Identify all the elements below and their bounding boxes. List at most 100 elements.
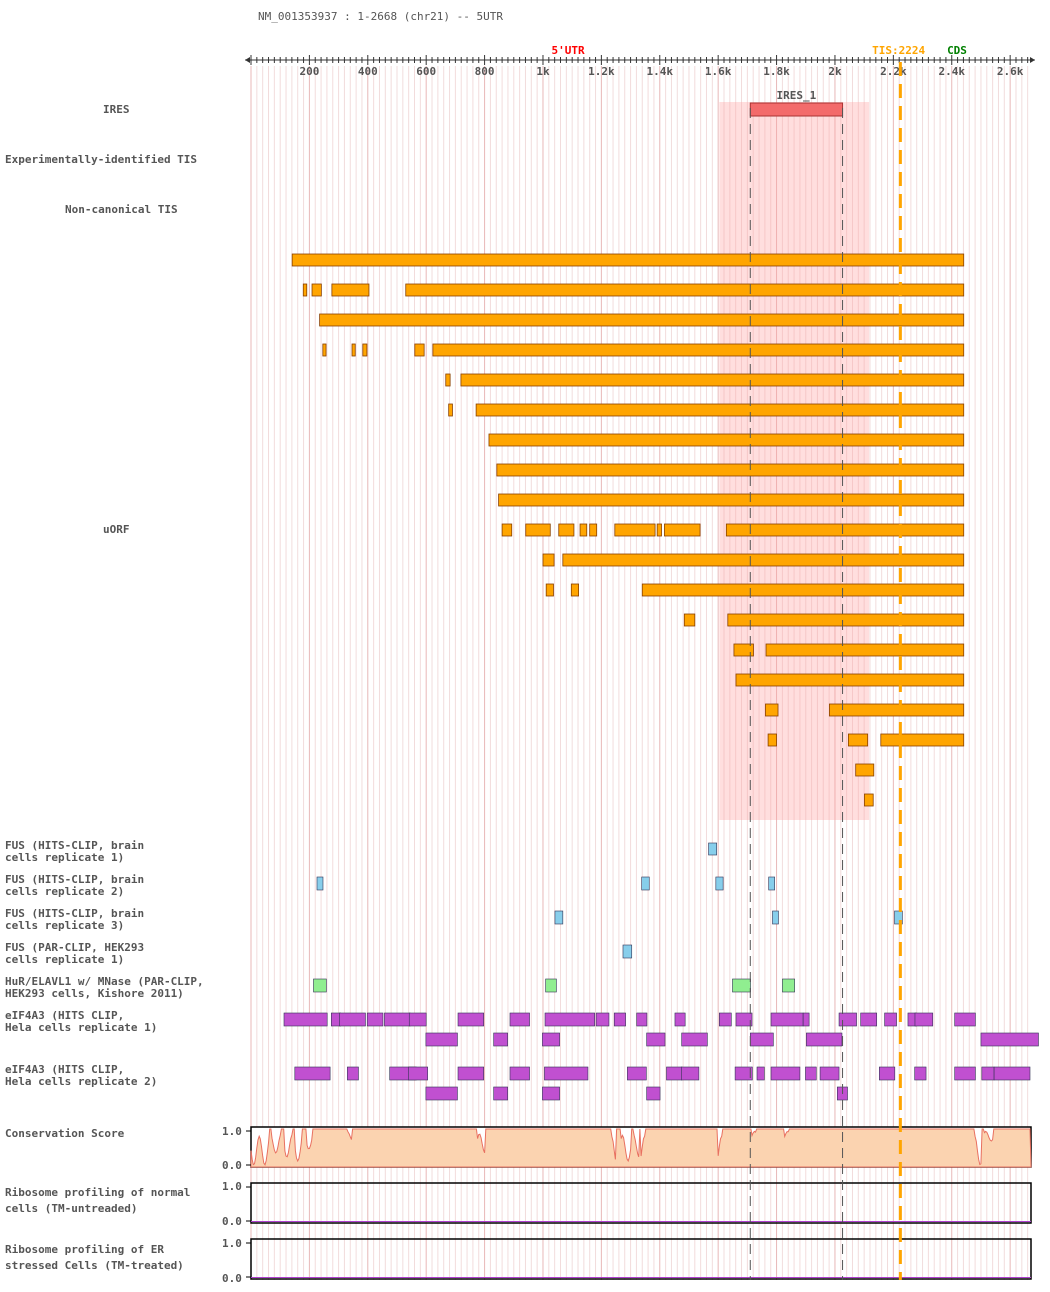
axis-tick-label: 600 (416, 65, 436, 78)
eif4a3-rep1-row1-site (636, 1012, 648, 1027)
eif4a3-rep2-row1-site (509, 1066, 530, 1081)
axis-tick-label: 400 (358, 65, 378, 78)
eif4a3-rep1-row1-site (954, 1012, 976, 1027)
eif4a3-rep2-row1-site (544, 1066, 589, 1081)
fus-rep3-site (894, 910, 903, 925)
eif4a3-rep1-row1-site (384, 1012, 411, 1027)
axis-tick-label: 1.6k (705, 65, 732, 78)
uorf-segment (562, 553, 965, 567)
axis-tick-label: 200 (299, 65, 319, 78)
track-label-exp-tis: Experimentally-identified TIS (5, 153, 198, 166)
uorf-segment (501, 523, 513, 537)
eif4a3-rep1-row1-site (408, 1012, 427, 1027)
eif4a3-rep2-row1-site (294, 1066, 331, 1081)
eif4a3-rep1-row1-site (719, 1012, 732, 1027)
eif4a3-rep2-row1-site (770, 1066, 801, 1081)
uorf-segment (445, 373, 451, 387)
eif4a3-rep1-row1-site (860, 1012, 878, 1027)
eif4a3-rep1-row1-site (544, 1012, 595, 1027)
eif4a3-rep1-row1-site (595, 1012, 610, 1027)
eif4a3-rep2-row1-site (914, 1066, 927, 1081)
eif4a3-rep1-row2-track (425, 1032, 1039, 1047)
eif4a3-rep1-row2-site (425, 1032, 458, 1047)
fus-parclip-site (622, 944, 633, 959)
axis-tick-label: 2.4k (938, 65, 965, 78)
cons-y-top-label: 1.0 (222, 1125, 242, 1138)
uorf-segment (291, 253, 965, 267)
track-label-fus-3: FUS (HITS-CLIP, brain cells replicate 3) (5, 907, 145, 932)
track-label-fus-2: FUS (HITS-CLIP, brain cells replicate 2) (5, 873, 145, 898)
track-label-fus-4: FUS (PAR-CLIP, HEK293 cells replicate 1) (5, 941, 145, 966)
eif4a3-rep1-row1-site (283, 1012, 328, 1027)
eif4a3-rep1-row1-site (339, 1012, 366, 1027)
eif4a3-rep2-row1-site (954, 1066, 976, 1081)
fus-rep2-site (715, 876, 724, 891)
uorf-segment (656, 523, 662, 537)
axis-tick-label: 1.2k (588, 65, 615, 78)
uorf-segment (767, 733, 777, 747)
eif4a3-rep2-row1-site (408, 1066, 428, 1081)
uorf-segment (405, 283, 965, 297)
track-label-fus-1: FUS (HITS-CLIP, brain cells replicate 1) (5, 839, 145, 864)
track-label-noncanonical-tis: Non-canonical TIS (65, 203, 178, 216)
ribo-normal-frame (250, 1182, 1032, 1224)
axis-tick-label: 2k (828, 65, 842, 78)
axis-tick-label: 2.6k (997, 65, 1024, 78)
uorf-segment (733, 643, 754, 657)
eif4a3-rep1-row1-site (366, 1012, 384, 1027)
uorf-segment (765, 643, 965, 657)
eif4a3-rep1-row2-site (749, 1032, 774, 1047)
uorf-segment (683, 613, 696, 627)
hur-site (313, 978, 327, 993)
uorf-segment (725, 523, 965, 537)
eif4a3-rep1-row1-site (770, 1012, 804, 1027)
uorf-segment (641, 583, 965, 597)
uorf-segment (448, 403, 453, 417)
hur-site (782, 978, 795, 993)
track-label-hur: HuR/ELAVL1 w/ MNase (PAR-CLIP, HEK293 ce… (5, 975, 204, 1000)
uorf-segment (727, 613, 965, 627)
axis-tick-label: 1k (536, 65, 550, 78)
eif4a3-rep2-row2-site (493, 1086, 508, 1101)
track-label-eif4a3-1: eIF4A3 (HITS CLIP, Hela cells replicate … (5, 1009, 158, 1034)
axis-left-arrow (245, 57, 250, 63)
utr-label: 5'UTR (552, 44, 585, 57)
eif4a3-rep1-row1-site (735, 1012, 753, 1027)
uorf-segment (589, 523, 598, 537)
fus-rep3-site (772, 910, 779, 925)
eif4a3-rep2-row2-site (646, 1086, 661, 1101)
axis-tick-label: 1.4k (647, 65, 674, 78)
fus-parclip-track (622, 944, 633, 959)
uorf-segment (432, 343, 965, 357)
uorf-segment (880, 733, 965, 747)
uorf-segment (579, 523, 588, 537)
fus-rep3-site (554, 910, 564, 925)
track-label-uorf: uORF (103, 523, 130, 536)
conservation-area (250, 1128, 1032, 1168)
eif4a3-rep1-row2-site (542, 1032, 560, 1047)
cds-label: CDS (947, 44, 967, 57)
uorf-segment (331, 283, 370, 297)
track-label-ribo-stressed: Ribosome profiling of ER stressed Cells … (5, 1243, 184, 1272)
fus-rep2-site (641, 876, 650, 891)
fus-rep3-track (554, 910, 903, 925)
eif4a3-rep2-row1-site (993, 1066, 1031, 1081)
uorf-segment (765, 703, 779, 717)
position-axis (245, 55, 1035, 65)
ires-feature-label: IRES_1 (777, 89, 817, 102)
uorf-segment (498, 493, 965, 507)
eif4a3-rep2-row1-site (756, 1066, 765, 1081)
uorf-segment (460, 373, 965, 387)
uorf-segment (414, 343, 425, 357)
hur-site (732, 978, 751, 993)
uorf-segment (542, 553, 555, 567)
ires-feature (749, 102, 844, 117)
uorf-segment (525, 523, 551, 537)
uorf-segment (302, 283, 308, 297)
uorf-segment (545, 583, 554, 597)
track-label-eif4a3-2: eIF4A3 (HITS CLIP, Hela cells replicate … (5, 1063, 158, 1088)
uorf-segment (311, 283, 322, 297)
eif4a3-rep2-row1-site (879, 1066, 896, 1081)
fus-rep2-track (316, 876, 775, 891)
eif4a3-rep1-row1-site (838, 1012, 857, 1027)
